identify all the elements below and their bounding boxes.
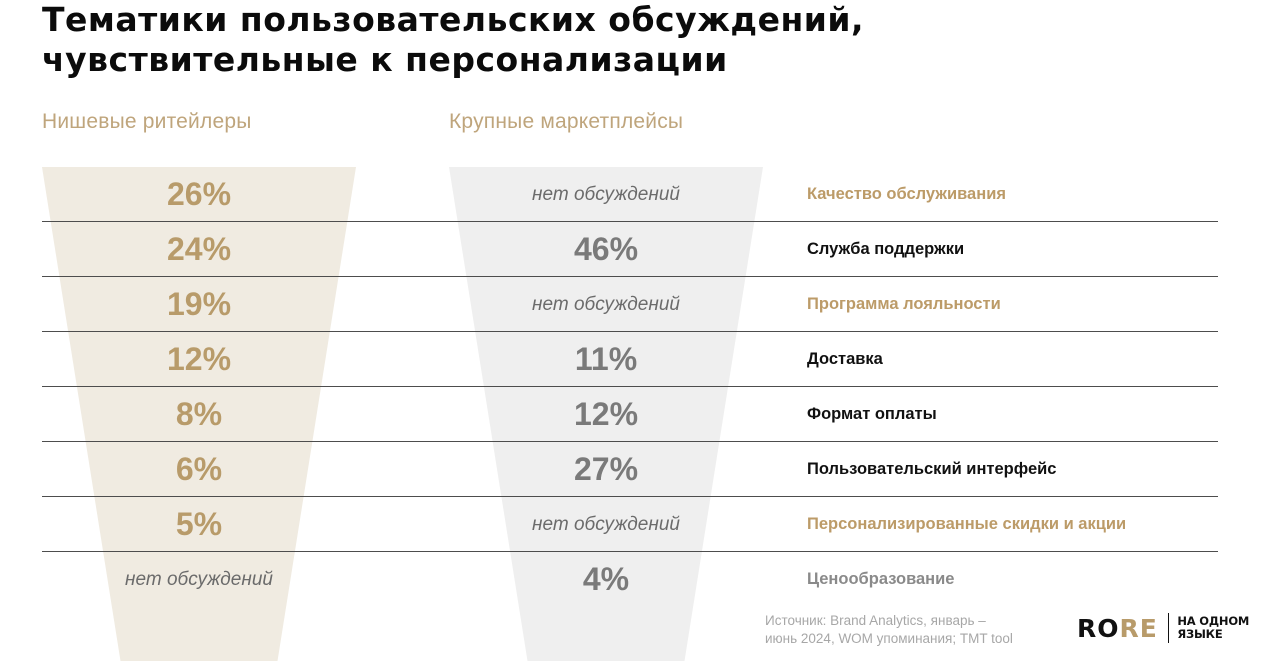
niche-retailers-value: 8% — [42, 387, 356, 442]
marketplaces-value-text: нет обсуждений — [532, 183, 680, 205]
column-header-niche-retailers: Нишевые ритейлеры — [42, 110, 252, 133]
logo-word-ro: RO — [1077, 613, 1120, 643]
marketplaces-value: нет обсуждений — [449, 167, 763, 222]
niche-retailers-value-text: 26% — [166, 176, 232, 212]
niche-retailers-value: 12% — [42, 332, 356, 387]
marketplaces-value: 12% — [449, 387, 763, 442]
source-note: Источник: Brand Analytics, январь – июнь… — [765, 612, 1065, 648]
table-row: 19% нет обсуждений Программа лояльности — [42, 277, 1218, 332]
marketplaces-value-text: нет обсуждений — [532, 513, 680, 535]
topic-label: Пользовательский интерфейс — [807, 442, 1227, 497]
niche-retailers-value-text: 6% — [175, 451, 223, 487]
topic-label-text: Пользовательский интерфейс — [807, 460, 1057, 478]
column-header-marketplaces: Крупные маркетплейсы — [449, 110, 684, 133]
row-divider — [42, 221, 1218, 222]
niche-retailers-value: 24% — [42, 222, 356, 277]
marketplaces-value-text: нет обсуждений — [532, 293, 680, 315]
topic-label: Качество обслуживания — [807, 167, 1227, 222]
topic-label-text: Доставка — [807, 350, 883, 368]
row-divider — [42, 441, 1218, 442]
marketplaces-value-text: 4% — [582, 561, 630, 597]
page-title: Тематики пользовательских обсуждений, чу… — [42, 0, 1142, 80]
logo-tagline-1: НА ОДНОМ — [1177, 614, 1250, 628]
marketplaces-value: нет обсуждений — [449, 277, 763, 332]
marketplaces-value: 27% — [449, 442, 763, 497]
table-row: 6% 27% Пользовательский интерфейс — [42, 442, 1218, 497]
logo-word-re: RE — [1119, 613, 1158, 643]
logo-tagline-2: ЯЗЫКЕ — [1177, 627, 1223, 641]
topic-label: Персонализированные скидки и акции — [807, 497, 1227, 552]
rore-logo: RORE НА ОДНОМ ЯЗЫКЕ — [1077, 612, 1249, 644]
source-line-1: Источник: Brand Analytics, январь – — [765, 613, 986, 628]
topic-label: Формат оплаты — [807, 387, 1227, 442]
table-row: 26% нет обсуждений Качество обслуживания — [42, 167, 1218, 222]
logo-tagline: НА ОДНОМ ЯЗЫКЕ — [1177, 615, 1249, 641]
row-divider — [42, 276, 1218, 277]
row-divider — [42, 551, 1218, 552]
marketplaces-value-text: 46% — [573, 231, 639, 267]
logo-divider — [1167, 613, 1170, 643]
niche-retailers-value-text: нет обсуждений — [125, 568, 273, 590]
niche-retailers-value: 19% — [42, 277, 356, 332]
niche-retailers-value: нет обсуждений — [42, 552, 356, 607]
topic-label-text: Программа лояльности — [807, 295, 1001, 313]
title-line-2: чувствительные к персонализации — [42, 40, 728, 79]
table-row: 12% 11% Доставка — [42, 332, 1218, 387]
source-line-2: июнь 2024, WOM упоминания; TMT tool — [765, 631, 1013, 646]
niche-retailers-value: 6% — [42, 442, 356, 497]
row-divider — [42, 331, 1218, 332]
niche-retailers-value-text: 12% — [166, 341, 232, 377]
marketplaces-value: нет обсуждений — [449, 497, 763, 552]
table-row: 8% 12% Формат оплаты — [42, 387, 1218, 442]
marketplaces-value: 11% — [449, 332, 763, 387]
row-divider — [42, 386, 1218, 387]
table-row: 24% 46% Служба поддержки — [42, 222, 1218, 277]
niche-retailers-value-text: 5% — [175, 506, 223, 542]
topic-label-text: Персонализированные скидки и акции — [807, 515, 1127, 533]
niche-retailers-value: 26% — [42, 167, 356, 222]
topic-label: Доставка — [807, 332, 1227, 387]
topic-label-text: Качество обслуживания — [807, 185, 1006, 203]
marketplaces-value: 4% — [449, 552, 763, 607]
row-divider — [42, 496, 1218, 497]
title-line-1: Тематики пользовательских обсуждений, — [42, 0, 865, 39]
topic-label: Служба поддержки — [807, 222, 1227, 277]
marketplaces-value-text: 11% — [574, 341, 638, 377]
marketplaces-value: 46% — [449, 222, 763, 277]
logo-wordmark: RORE — [1077, 614, 1158, 643]
niche-retailers-value: 5% — [42, 497, 356, 552]
marketplaces-value-text: 12% — [573, 396, 639, 432]
topic-label-text: Служба поддержки — [807, 240, 965, 258]
topic-label-text: Ценообразование — [807, 570, 955, 588]
topic-label: Ценообразование — [807, 552, 1227, 607]
niche-retailers-value-text: 8% — [175, 396, 223, 432]
table-row: нет обсуждений 4% Ценообразование — [42, 552, 1218, 607]
topic-label-text: Формат оплаты — [807, 405, 937, 423]
topic-label: Программа лояльности — [807, 277, 1227, 332]
table-row: 5% нет обсуждений Персонализированные скид… — [42, 497, 1218, 552]
marketplaces-value-text: 27% — [573, 451, 639, 487]
niche-retailers-value-text: 24% — [166, 231, 232, 267]
niche-retailers-value-text: 19% — [166, 286, 232, 322]
